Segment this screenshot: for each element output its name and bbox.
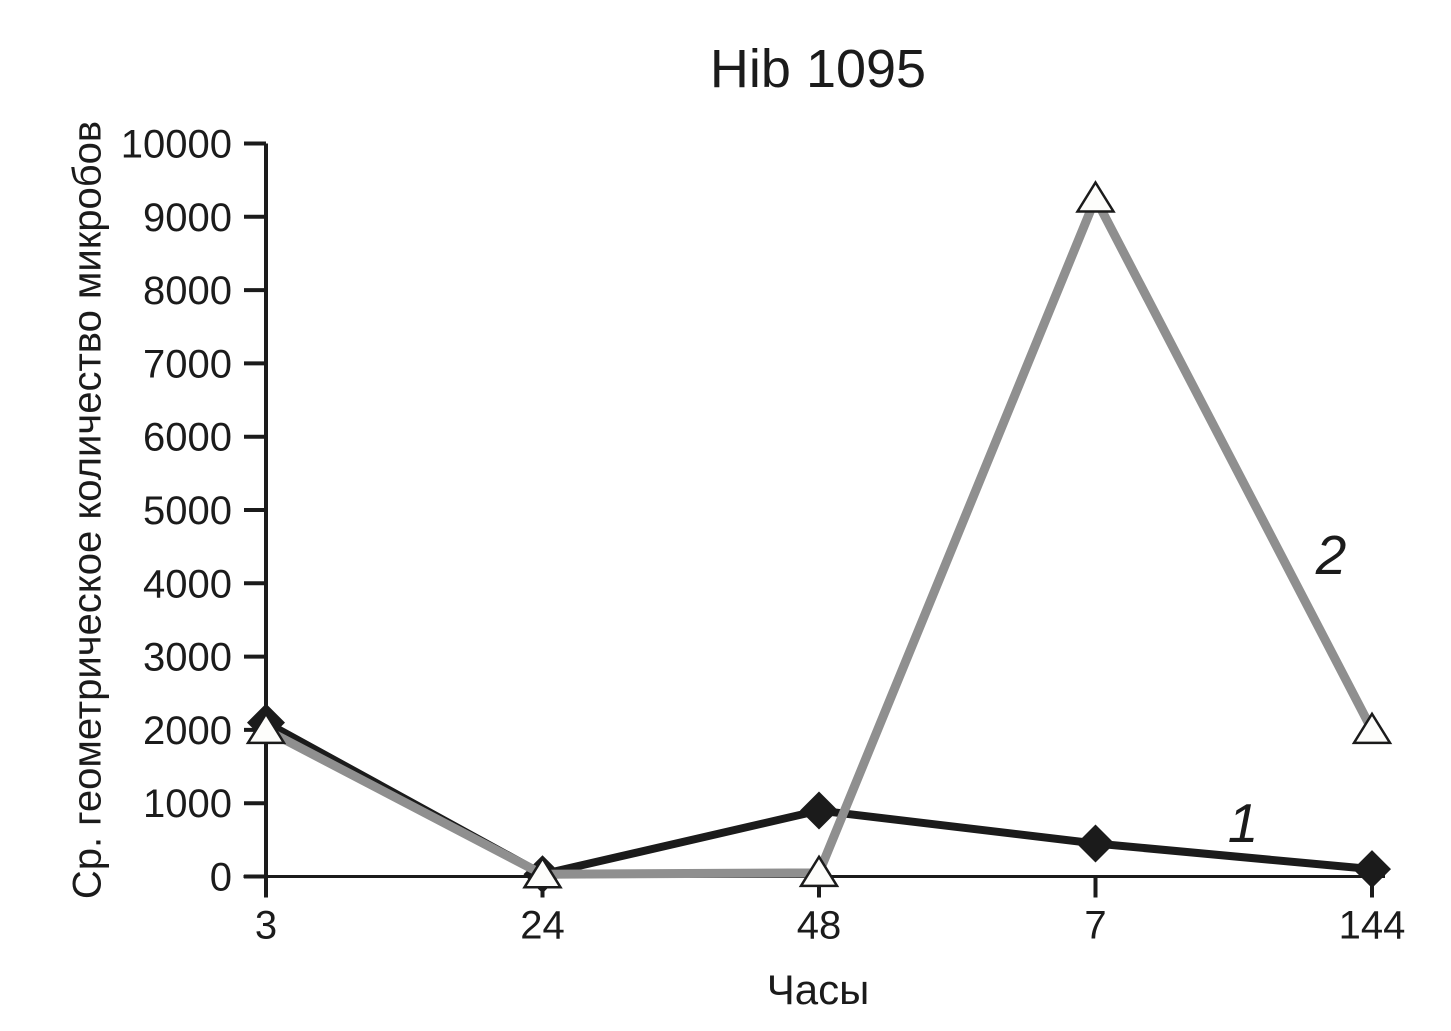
y-tick-label: 6000 xyxy=(143,416,232,460)
series-1-label: 1 xyxy=(1228,792,1259,854)
y-tick-label: 10000 xyxy=(121,123,232,167)
x-tick-label: 48 xyxy=(797,904,842,948)
x-axis-label: Часы xyxy=(766,966,870,1013)
series-2-marker-triangle xyxy=(522,855,563,889)
x-tick-label: 3 xyxy=(255,904,277,948)
y-tick-label: 4000 xyxy=(143,562,232,606)
y-tick-label: 2000 xyxy=(143,709,232,753)
series-2-marker-triangle xyxy=(1075,180,1116,213)
y-tick-label: 9000 xyxy=(143,196,232,240)
y-tick-label: 3000 xyxy=(143,636,232,680)
series-1-marker-diamond xyxy=(1353,850,1391,889)
series-2-marker-triangle xyxy=(245,711,287,745)
chart-title: Hib 1095 xyxy=(709,39,927,99)
y-axis-label: Ср. геометрическое количество микробов xyxy=(65,120,110,900)
y-tick-label: 0 xyxy=(210,856,232,900)
series-2-label: 2 xyxy=(1315,524,1347,586)
series-2-line xyxy=(263,187,1376,879)
series-2-marker-triangle xyxy=(1351,711,1393,745)
y-tick-label: 1000 xyxy=(143,782,232,826)
series-1-marker-diamond xyxy=(1076,824,1115,863)
x-tick-label: 144 xyxy=(1339,904,1406,948)
x-tick-label: 24 xyxy=(520,904,565,948)
series-2-marker-triangle xyxy=(798,854,840,888)
x-tick-label: 7 xyxy=(1084,904,1106,948)
y-tick-label: 8000 xyxy=(143,269,232,313)
y-tick-label: 5000 xyxy=(143,489,232,533)
series-1-marker-diamond xyxy=(800,791,838,830)
y-tick-label: 7000 xyxy=(143,342,232,386)
